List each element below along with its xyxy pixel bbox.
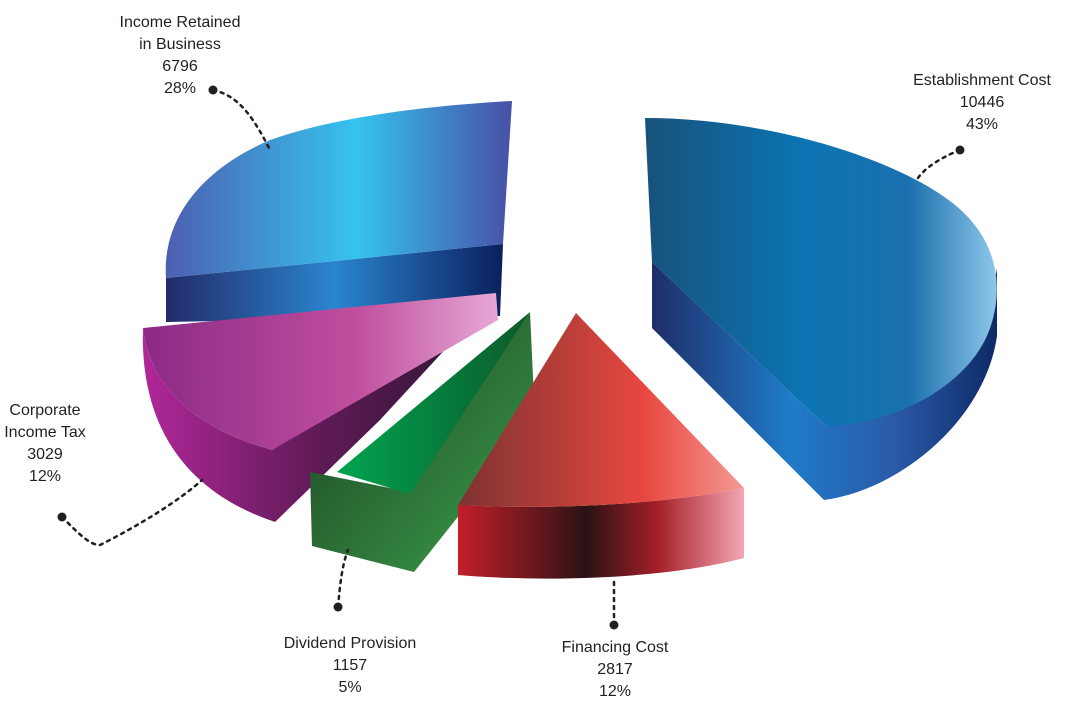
label-financing-name: Financing Cost xyxy=(561,639,669,656)
slice-financing-top xyxy=(458,313,744,507)
label-corporate-name-1: Corporate xyxy=(9,402,81,419)
label-corporate: Corporate Income Tax 3029 12% xyxy=(0,400,90,488)
label-corporate-value: 3029 xyxy=(27,446,63,463)
label-establishment-value: 10446 xyxy=(959,94,1005,111)
label-retained-name-1: Income Retained xyxy=(119,14,241,31)
slice-dividend[interactable] xyxy=(310,312,535,572)
slice-retained[interactable] xyxy=(165,101,512,322)
label-retained-value: 6796 xyxy=(162,58,198,75)
slice-corporate-side xyxy=(142,292,498,522)
leader-dot-establishment xyxy=(955,145,965,155)
label-retained: Income Retained in Business 6796 28% xyxy=(80,12,280,100)
slice-establishment-side xyxy=(652,262,997,500)
leader-retained xyxy=(211,88,272,152)
label-dividend-name: Dividend Provision xyxy=(283,635,417,652)
label-financing-value: 2817 xyxy=(597,661,633,678)
leader-dot-financing xyxy=(609,620,619,630)
label-corporate-name-2: Income Tax xyxy=(4,424,86,441)
slice-financing[interactable] xyxy=(458,313,744,579)
label-dividend-value: 1157 xyxy=(332,657,368,674)
leader-dot-retained xyxy=(208,85,218,95)
leader-dividend xyxy=(336,548,350,609)
label-retained-percent: 28% xyxy=(163,80,197,97)
label-establishment-percent: 43% xyxy=(965,116,999,133)
slice-establishment-top xyxy=(645,118,997,426)
slice-financing-side xyxy=(458,488,744,579)
leader-corporate xyxy=(60,478,204,547)
slice-corporate[interactable] xyxy=(142,292,498,522)
label-establishment-name: Establishment Cost xyxy=(913,72,1051,89)
label-corporate-percent: 12% xyxy=(28,468,62,485)
slice-establishment[interactable] xyxy=(645,118,997,500)
slice-retained-top xyxy=(165,101,512,278)
label-financing: Financing Cost 2817 12% xyxy=(520,637,710,708)
label-dividend: Dividend Provision 1157 5% xyxy=(250,633,450,699)
label-retained-name-2: in Business xyxy=(139,36,221,53)
slice-corporate-top xyxy=(143,293,498,450)
leader-establishment xyxy=(916,148,962,180)
leader-dot-corporate xyxy=(57,512,67,522)
label-dividend-percent: 5% xyxy=(338,679,362,696)
leader-dot-dividend xyxy=(333,602,343,612)
slice-dividend-side xyxy=(310,312,535,572)
slice-dividend-top xyxy=(337,312,530,494)
label-financing-percent: 12% xyxy=(598,683,632,700)
label-establishment: Establishment Cost 10446 43% xyxy=(892,70,1072,136)
